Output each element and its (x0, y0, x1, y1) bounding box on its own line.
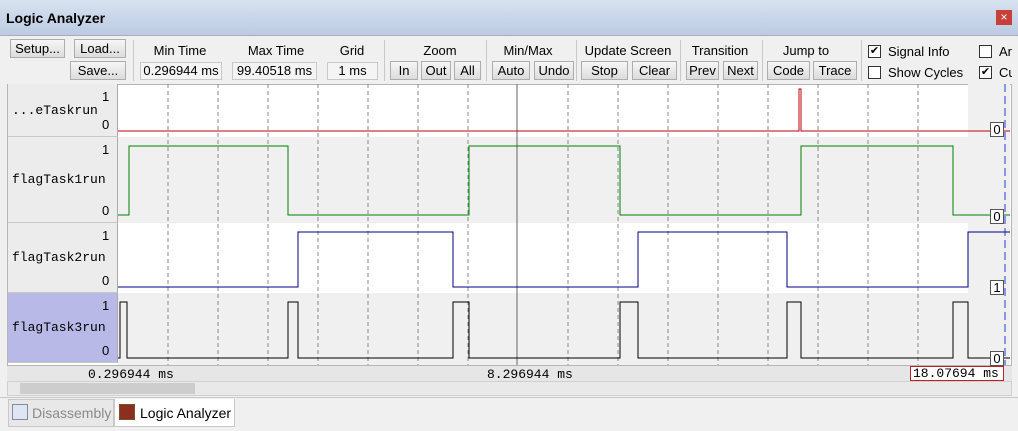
high-label: 1 (102, 89, 110, 104)
tab-label[interactable]: Disassembly (32, 405, 112, 421)
toolbar-button[interactable]: Auto (492, 61, 530, 80)
signal-name[interactable]: ...eTaskrun (12, 102, 98, 118)
tab-icon (119, 404, 135, 420)
field-label: Grid (339, 43, 365, 58)
waveform (118, 88, 1010, 132)
waveform (118, 231, 1010, 288)
waveform (118, 301, 1010, 359)
toolbar-button[interactable]: Undo (534, 61, 574, 80)
toolbar-button[interactable]: Prev (686, 61, 719, 80)
checkbox-label[interactable]: Cu (999, 65, 1016, 80)
checkbox[interactable]: ✔ (868, 45, 881, 58)
tab-icon (12, 404, 28, 420)
checkbox-label[interactable]: Signal Info (888, 44, 950, 59)
toolbar-button[interactable]: In (390, 61, 418, 80)
separator (384, 40, 385, 81)
toolbar-button[interactable]: Setup... (10, 39, 65, 58)
scroll-thumb[interactable] (20, 383, 195, 394)
field-label: Max Time (247, 43, 305, 58)
toolbar-button[interactable]: Code (767, 61, 810, 80)
separator (486, 40, 487, 81)
toolbar-button[interactable]: All (454, 61, 481, 80)
toolbar-button[interactable]: Trace (813, 61, 857, 80)
separator (861, 40, 862, 81)
low-label: 0 (102, 117, 110, 132)
close-button[interactable]: × (996, 10, 1012, 25)
signal-name[interactable]: flagTask1run (12, 172, 106, 187)
grid (167, 84, 919, 365)
group-label: Jump to (782, 43, 830, 58)
row-background (118, 137, 968, 223)
signal-name-cell[interactable] (8, 84, 118, 137)
current-value: 0 (990, 122, 1004, 137)
row-background (118, 293, 968, 365)
group-label: Min/Max (503, 43, 553, 58)
time-label: 8.296944 ms (487, 367, 573, 382)
title-bar (0, 0, 1018, 36)
toolbar-button[interactable]: Next (723, 61, 758, 80)
time-axis (7, 366, 1012, 381)
separator (762, 40, 763, 81)
checkbox-label[interactable]: Show Cycles (888, 65, 964, 80)
tab-label[interactable]: Logic Analyzer (140, 405, 232, 421)
high-label: 1 (102, 142, 110, 157)
signal-name-cell[interactable] (8, 223, 118, 293)
high-label: 1 (102, 298, 110, 313)
high-label: 1 (102, 228, 110, 243)
checkbox[interactable] (979, 45, 992, 58)
waveform-plot (118, 84, 1010, 365)
field-value: 99.40518 ms (232, 62, 317, 80)
toolbar-button[interactable]: Load... (74, 39, 126, 58)
field-value: 1 ms (327, 62, 378, 80)
window-title: Logic Analyzer (6, 10, 106, 26)
signal-name[interactable]: flagTask2run (12, 250, 106, 265)
toolbar-button[interactable]: Save... (70, 61, 126, 80)
low-label: 0 (102, 343, 110, 358)
current-value: 0 (990, 351, 1004, 366)
signal-name[interactable]: flagTask3run (12, 320, 106, 335)
waveform (118, 145, 1010, 216)
checkbox[interactable]: ✔ (979, 66, 992, 79)
low-label: 0 (102, 273, 110, 288)
field-label: Min Time (153, 43, 207, 58)
separator (576, 40, 577, 81)
signal-name-cell[interactable] (8, 293, 118, 363)
field-value: 0.296944 ms (140, 62, 222, 80)
toolbar-button[interactable]: Out (421, 61, 451, 80)
checkbox-label[interactable]: Ar (999, 44, 1012, 59)
time-label: 0.296944 ms (88, 367, 174, 382)
toolbar-button[interactable]: Clear (632, 61, 677, 80)
low-label: 0 (102, 203, 110, 218)
group-label: Transition (691, 43, 749, 58)
horizontal-scrollbar[interactable] (7, 381, 1012, 396)
signal-name-cell[interactable] (8, 137, 118, 223)
checkbox[interactable] (868, 66, 881, 79)
toolbar-button[interactable]: Stop (581, 61, 628, 80)
window-edge (1012, 37, 1018, 397)
group-label: Update Screen (584, 43, 672, 58)
separator (680, 40, 681, 81)
group-label: Zoom (423, 43, 457, 58)
current-value: 0 (990, 209, 1004, 224)
cursor-time: 18.07694 ms (910, 366, 1004, 381)
separator (133, 40, 134, 81)
current-value: 1 (990, 280, 1004, 295)
